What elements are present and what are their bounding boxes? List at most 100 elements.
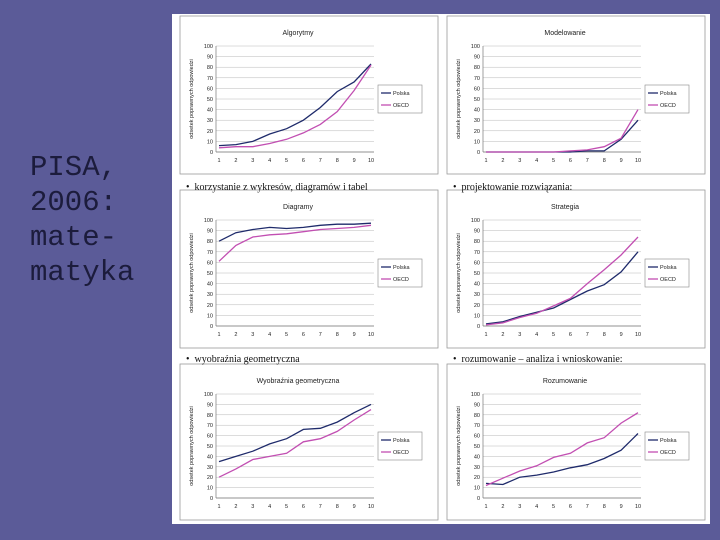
legend-label-polska: Polska [393, 265, 410, 271]
x-tick-label: 9 [620, 158, 623, 164]
y-tick-label: 90 [474, 402, 480, 408]
bullet-reasoning: • rozumowanie – analiza i wnioskowanie: [453, 354, 623, 365]
x-tick-label: 8 [336, 332, 339, 338]
chart-title: Wyobraźnia geometryczna [257, 378, 340, 385]
x-tick-label: 6 [302, 332, 305, 338]
y-tick-label: 80 [474, 413, 480, 419]
series-line-polska [218, 63, 372, 147]
series-line-oecd [218, 409, 372, 478]
y-axis-label: odsetek poprawnych odpowiedzi [189, 406, 195, 486]
legend-label-polska: Polska [393, 438, 410, 444]
x-tick-label: 8 [603, 332, 606, 338]
series-line-oecd [485, 412, 639, 487]
x-tick-label: 8 [603, 504, 606, 510]
y-tick-label: 70 [474, 423, 480, 429]
legend-label-oecd: OECD [393, 450, 409, 456]
x-tick-label: 8 [603, 158, 606, 164]
legend-box [377, 431, 423, 461]
chart-rozumowanie: Rozumowanie odsetek poprawnych odpowiedzi… [446, 363, 706, 521]
series-line-polska [218, 222, 372, 242]
y-tick-label: 70 [207, 423, 213, 429]
x-tick-label: 4 [535, 504, 538, 510]
x-tick-label: 9 [353, 504, 356, 510]
x-tick-label: 7 [586, 158, 589, 164]
y-tick-label: 40 [207, 454, 213, 460]
legend-label-oecd: OECD [393, 103, 409, 109]
x-tick-label: 5 [552, 332, 555, 338]
y-tick-label: 60 [474, 86, 480, 92]
y-tick-label: 100 [204, 44, 213, 50]
x-tick-label: 5 [285, 504, 288, 510]
y-tick-label: 10 [474, 486, 480, 492]
legend-label-oecd: OECD [393, 277, 409, 283]
x-tick-label: 5 [552, 504, 555, 510]
x-tick-label: 3 [518, 158, 521, 164]
x-tick-label: 1 [217, 504, 220, 510]
y-tick-label: 80 [474, 239, 480, 245]
charts-panel: Algorytmy odsetek poprawnych odpowiedzi 0 1… [172, 14, 710, 524]
x-tick-label: 10 [368, 332, 374, 338]
y-tick-label: 80 [207, 65, 213, 71]
y-axis-label: odsetek poprawnych odpowiedzi [456, 406, 462, 486]
x-tick-label: 7 [319, 332, 322, 338]
chart-title: Algorytmy [282, 30, 314, 37]
y-tick-label: 100 [471, 44, 480, 50]
y-tick-label: 30 [207, 118, 213, 124]
chart-diagramy: Diagramy odsetek poprawnych odpowiedzi 0 10… [179, 189, 439, 349]
x-tick-label: 2 [501, 332, 504, 338]
x-tick-label: 2 [501, 504, 504, 510]
x-tick-label: 10 [635, 158, 641, 164]
x-tick-label: 2 [234, 332, 237, 338]
legend-box [644, 431, 690, 461]
series-line-oecd [218, 224, 372, 262]
y-tick-label: 10 [474, 313, 480, 319]
y-tick-label: 0 [210, 496, 213, 502]
x-tick-label: 5 [552, 158, 555, 164]
x-tick-label: 5 [285, 158, 288, 164]
y-tick-label: 10 [474, 139, 480, 145]
legend-box [377, 84, 423, 114]
x-tick-label: 4 [535, 332, 538, 338]
x-tick-label: 2 [234, 504, 237, 510]
x-tick-label: 4 [268, 332, 271, 338]
y-tick-label: 10 [207, 486, 213, 492]
x-tick-label: 8 [336, 158, 339, 164]
y-tick-label: 0 [477, 496, 480, 502]
series-line-polska [218, 403, 372, 463]
y-tick-label: 20 [207, 303, 213, 309]
legend-box [644, 258, 690, 288]
y-tick-label: 40 [207, 282, 213, 288]
y-tick-label: 50 [207, 444, 213, 450]
bullet-diagrams: • korzystanie z wykresów, diagramów i ta… [186, 182, 368, 193]
y-tick-label: 20 [207, 129, 213, 135]
bullet-text: rozumowanie – analiza i wnioskowanie: [461, 354, 623, 365]
legend-box [644, 84, 690, 114]
bullet-text: wyobraźnia geometryczna [194, 354, 300, 365]
x-tick-label: 6 [569, 332, 572, 338]
legend-label-polska: Polska [660, 265, 677, 271]
y-tick-label: 20 [207, 475, 213, 481]
x-tick-label: 3 [251, 332, 254, 338]
x-tick-label: 9 [620, 504, 623, 510]
y-tick-label: 90 [207, 402, 213, 408]
x-tick-label: 10 [368, 158, 374, 164]
series-line-polska [485, 433, 639, 486]
y-axis-label: odsetek poprawnych odpowiedzi [456, 59, 462, 139]
y-tick-label: 30 [207, 292, 213, 298]
chart-title: Strategia [551, 204, 579, 211]
y-tick-label: 80 [474, 65, 480, 71]
y-tick-label: 0 [210, 324, 213, 330]
series-line-oecd [485, 236, 639, 326]
x-tick-label: 3 [518, 504, 521, 510]
x-tick-label: 6 [302, 158, 305, 164]
y-tick-label: 0 [210, 150, 213, 156]
y-tick-label: 50 [207, 271, 213, 277]
slide-title: PISA, 2006: mate- matyka [30, 151, 135, 289]
x-tick-label: 9 [353, 332, 356, 338]
legend-label-oecd: OECD [660, 277, 676, 283]
x-tick-label: 2 [501, 158, 504, 164]
y-tick-label: 40 [474, 108, 480, 114]
